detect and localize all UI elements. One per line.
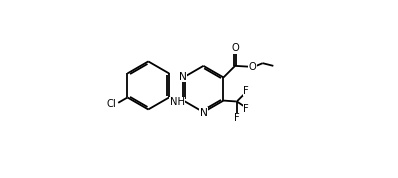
Text: N: N (179, 72, 187, 82)
Text: O: O (231, 43, 239, 53)
Text: N: N (199, 108, 207, 118)
Text: F: F (244, 104, 249, 114)
Text: O: O (248, 62, 256, 72)
Text: F: F (244, 86, 249, 96)
Text: F: F (234, 113, 240, 123)
Text: NH: NH (170, 97, 185, 107)
Text: Cl: Cl (106, 99, 116, 109)
